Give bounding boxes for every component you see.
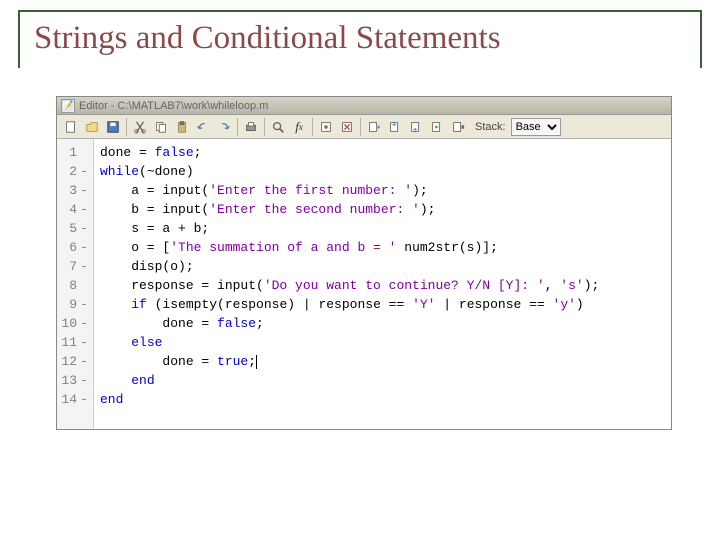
code-line[interactable]: done = true; [100, 352, 599, 371]
cut-button[interactable] [130, 117, 150, 137]
toolbar-separator [126, 118, 127, 136]
slide-title-frame: Strings and Conditional Statements [18, 10, 702, 68]
gutter-row: 1 [59, 143, 91, 162]
toolbar-separator [312, 118, 313, 136]
matlab-editor-window: 📝 Editor - C:\MATLAB7\work\whileloop.m f… [56, 96, 672, 430]
editor-toolbar: fx Stack: Base [57, 115, 671, 139]
window-title-text: Editor - C:\MATLAB7\work\whileloop.m [79, 100, 268, 112]
code-line[interactable]: o = ['The summation of a and b = ' num2s… [100, 238, 599, 257]
gutter-row: 8 [59, 276, 91, 295]
code-line[interactable]: done = false; [100, 143, 599, 162]
code-line[interactable]: response = input('Do you want to continu… [100, 276, 599, 295]
find-button[interactable] [268, 117, 288, 137]
step-in-button[interactable] [385, 117, 405, 137]
gutter-row: 3- [59, 181, 91, 200]
new-file-button[interactable] [61, 117, 81, 137]
undo-button[interactable] [193, 117, 213, 137]
exit-debug-button[interactable] [448, 117, 468, 137]
gutter-row: 9- [59, 295, 91, 314]
code-line[interactable]: s = a + b; [100, 219, 599, 238]
gutter-row: 6- [59, 238, 91, 257]
code-line[interactable]: end [100, 371, 599, 390]
slide-title: Strings and Conditional Statements [20, 12, 700, 57]
save-button[interactable] [103, 117, 123, 137]
gutter-row: 14- [59, 390, 91, 409]
gutter-row: 11- [59, 333, 91, 352]
toolbar-separator [237, 118, 238, 136]
gutter-row: 2- [59, 162, 91, 181]
paste-button[interactable] [172, 117, 192, 137]
code-line[interactable]: disp(o); [100, 257, 599, 276]
editor-app-icon: 📝 [61, 99, 75, 113]
code-text[interactable]: done = false;while(~done) a = input('Ent… [94, 139, 605, 429]
step-button[interactable] [364, 117, 384, 137]
function-button[interactable]: fx [289, 117, 309, 137]
breakpoint-set-button[interactable] [316, 117, 336, 137]
stack-label: Stack: [475, 121, 506, 133]
redo-button[interactable] [214, 117, 234, 137]
code-line[interactable]: done = false; [100, 314, 599, 333]
code-line[interactable]: end [100, 390, 599, 409]
open-file-button[interactable] [82, 117, 102, 137]
code-line[interactable]: a = input('Enter the first number: '); [100, 181, 599, 200]
gutter-row: 13- [59, 371, 91, 390]
gutter-row: 5- [59, 219, 91, 238]
code-line[interactable]: else [100, 333, 599, 352]
stack-select[interactable]: Base [511, 118, 561, 136]
continue-button[interactable] [427, 117, 447, 137]
toolbar-separator [264, 118, 265, 136]
code-area[interactable]: 12-3-4-5-6-7-89-10-11-12-13-14- done = f… [57, 139, 671, 429]
code-line[interactable]: while(~done) [100, 162, 599, 181]
line-number-gutter: 12-3-4-5-6-7-89-10-11-12-13-14- [57, 139, 94, 429]
breakpoint-clear-button[interactable] [337, 117, 357, 137]
gutter-row: 10- [59, 314, 91, 333]
step-out-button[interactable] [406, 117, 426, 137]
window-title-bar[interactable]: 📝 Editor - C:\MATLAB7\work\whileloop.m [57, 97, 671, 115]
print-button[interactable] [241, 117, 261, 137]
toolbar-separator [360, 118, 361, 136]
copy-button[interactable] [151, 117, 171, 137]
code-line[interactable]: if (isempty(response) | response == 'Y' … [100, 295, 599, 314]
code-line[interactable]: b = input('Enter the second number: '); [100, 200, 599, 219]
gutter-row: 12- [59, 352, 91, 371]
gutter-row: 4- [59, 200, 91, 219]
gutter-row: 7- [59, 257, 91, 276]
text-cursor [256, 355, 257, 369]
